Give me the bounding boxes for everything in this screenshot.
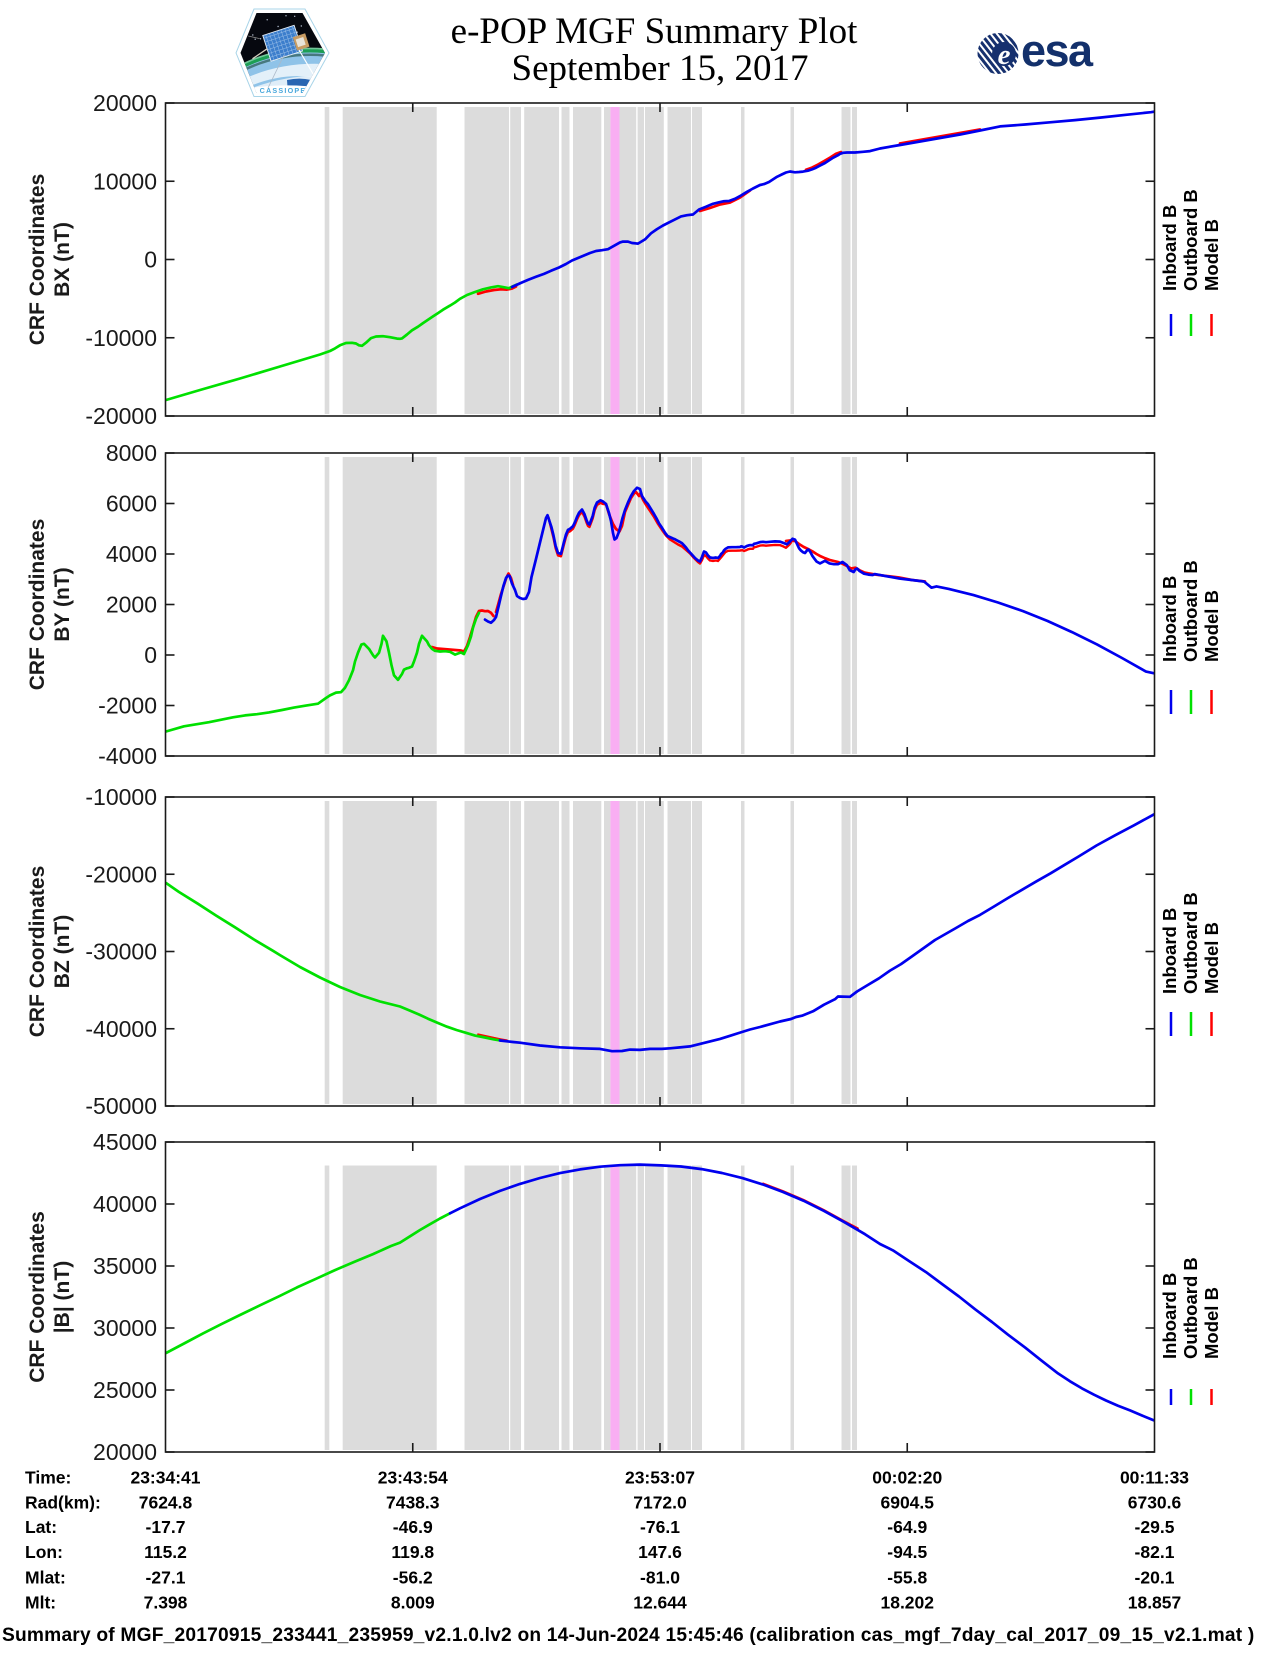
svg-text:-46.9: -46.9 <box>393 1517 433 1537</box>
svg-text:Inboard B: Inboard B <box>1159 1273 1180 1359</box>
svg-text:e-POP MGF Summary Plot: e-POP MGF Summary Plot <box>451 11 858 52</box>
svg-text:-64.9: -64.9 <box>887 1517 927 1537</box>
svg-text:-30000: -30000 <box>85 939 157 965</box>
svg-text:8.009: 8.009 <box>391 1592 435 1612</box>
svg-text:7438.3: 7438.3 <box>386 1492 440 1512</box>
svg-text:Model B: Model B <box>1201 219 1222 291</box>
svg-text:7172.0: 7172.0 <box>633 1492 687 1512</box>
svg-text:Rad(km):: Rad(km): <box>25 1492 101 1512</box>
svg-text:Outboard B: Outboard B <box>1180 892 1201 994</box>
svg-text:25000: 25000 <box>93 1377 157 1403</box>
svg-text:CRF Coordinates: CRF Coordinates <box>26 1211 49 1383</box>
svg-text:18.857: 18.857 <box>1128 1592 1182 1612</box>
svg-text:Summary of MGF_20170915_233441: Summary of MGF_20170915_233441_235959_v2… <box>2 1625 1255 1646</box>
svg-text:Outboard B: Outboard B <box>1180 189 1201 291</box>
svg-text:Model B: Model B <box>1201 1287 1222 1359</box>
svg-text:-56.2: -56.2 <box>393 1567 433 1587</box>
svg-text:CRF Coordinates: CRF Coordinates <box>26 519 49 691</box>
svg-text:Mlt:: Mlt: <box>25 1592 56 1612</box>
svg-text:-20.1: -20.1 <box>1135 1567 1175 1587</box>
svg-text:esa: esa <box>1021 25 1094 76</box>
svg-text:119.8: 119.8 <box>391 1542 434 1562</box>
svg-text:Lat:: Lat: <box>25 1517 57 1537</box>
svg-text:Inboard B: Inboard B <box>1159 908 1180 994</box>
svg-text:-76.1: -76.1 <box>640 1517 680 1537</box>
svg-text:115.2: 115.2 <box>144 1542 187 1562</box>
svg-text:-82.1: -82.1 <box>1135 1542 1175 1562</box>
svg-text:23:43:54: 23:43:54 <box>378 1468 448 1488</box>
svg-text:-4000: -4000 <box>98 743 157 769</box>
svg-text:-50000: -50000 <box>85 1093 157 1119</box>
svg-text:CRF Coordinates: CRF Coordinates <box>26 866 49 1038</box>
svg-text:-81.0: -81.0 <box>640 1567 680 1587</box>
svg-text:10000: 10000 <box>93 168 157 194</box>
svg-text:-20000: -20000 <box>85 861 157 887</box>
svg-text:Inboard B: Inboard B <box>1159 576 1180 662</box>
svg-text:CRF Coordinates: CRF Coordinates <box>26 174 49 346</box>
svg-text:-27.1: -27.1 <box>146 1567 186 1587</box>
svg-text:23:53:07: 23:53:07 <box>625 1468 695 1488</box>
svg-text:Outboard B: Outboard B <box>1180 560 1201 662</box>
svg-text:-94.5: -94.5 <box>887 1542 927 1562</box>
svg-text:4000: 4000 <box>106 541 157 567</box>
svg-text:September 15, 2017: September 15, 2017 <box>512 48 809 89</box>
svg-text:|B| (nT): |B| (nT) <box>51 1261 74 1333</box>
svg-text:BX (nT): BX (nT) <box>51 222 74 297</box>
svg-text:-2000: -2000 <box>98 693 157 719</box>
svg-text:-40000: -40000 <box>85 1016 157 1042</box>
svg-text:20000: 20000 <box>93 90 157 116</box>
svg-text:0: 0 <box>144 247 157 273</box>
svg-text:-55.8: -55.8 <box>887 1567 927 1587</box>
svg-text:40000: 40000 <box>93 1191 157 1217</box>
svg-text:6000: 6000 <box>106 491 157 517</box>
svg-text:2000: 2000 <box>106 592 157 618</box>
svg-text:45000: 45000 <box>93 1129 157 1155</box>
svg-text:23:34:41: 23:34:41 <box>130 1468 200 1488</box>
svg-text:e: e <box>998 39 1011 71</box>
svg-text:BY (nT): BY (nT) <box>51 567 74 641</box>
svg-text:12.644: 12.644 <box>633 1592 687 1612</box>
svg-text:6730.6: 6730.6 <box>1128 1492 1182 1512</box>
svg-text:Model B: Model B <box>1201 922 1222 994</box>
svg-text:Time:: Time: <box>25 1468 71 1488</box>
svg-text:-10000: -10000 <box>85 784 157 810</box>
svg-text:0: 0 <box>144 642 157 668</box>
svg-text:00:11:33: 00:11:33 <box>1120 1468 1189 1488</box>
svg-text:7624.8: 7624.8 <box>139 1492 193 1512</box>
svg-text:Model B: Model B <box>1201 590 1222 662</box>
svg-text:35000: 35000 <box>93 1253 157 1279</box>
svg-text:30000: 30000 <box>93 1315 157 1341</box>
svg-text:-10000: -10000 <box>85 325 157 351</box>
svg-text:8000: 8000 <box>106 440 157 466</box>
svg-text:-17.7: -17.7 <box>146 1517 186 1537</box>
svg-text:18.202: 18.202 <box>880 1592 934 1612</box>
svg-text:7.398: 7.398 <box>144 1592 188 1612</box>
svg-text:Inboard B: Inboard B <box>1159 205 1180 291</box>
svg-text:6904.5: 6904.5 <box>880 1492 934 1512</box>
svg-text:20000: 20000 <box>93 1439 157 1465</box>
svg-text:Lon:: Lon: <box>25 1542 63 1562</box>
svg-text:147.6: 147.6 <box>638 1542 682 1562</box>
svg-text:Outboard B: Outboard B <box>1180 1257 1201 1359</box>
svg-text:Mlat:: Mlat: <box>25 1567 66 1587</box>
svg-text:-20000: -20000 <box>85 403 157 429</box>
svg-text:CASSIOPE: CASSIOPE <box>260 86 307 95</box>
svg-text:-29.5: -29.5 <box>1135 1517 1175 1537</box>
svg-text:BZ (nT): BZ (nT) <box>51 915 74 988</box>
svg-text:00:02:20: 00:02:20 <box>872 1468 942 1488</box>
